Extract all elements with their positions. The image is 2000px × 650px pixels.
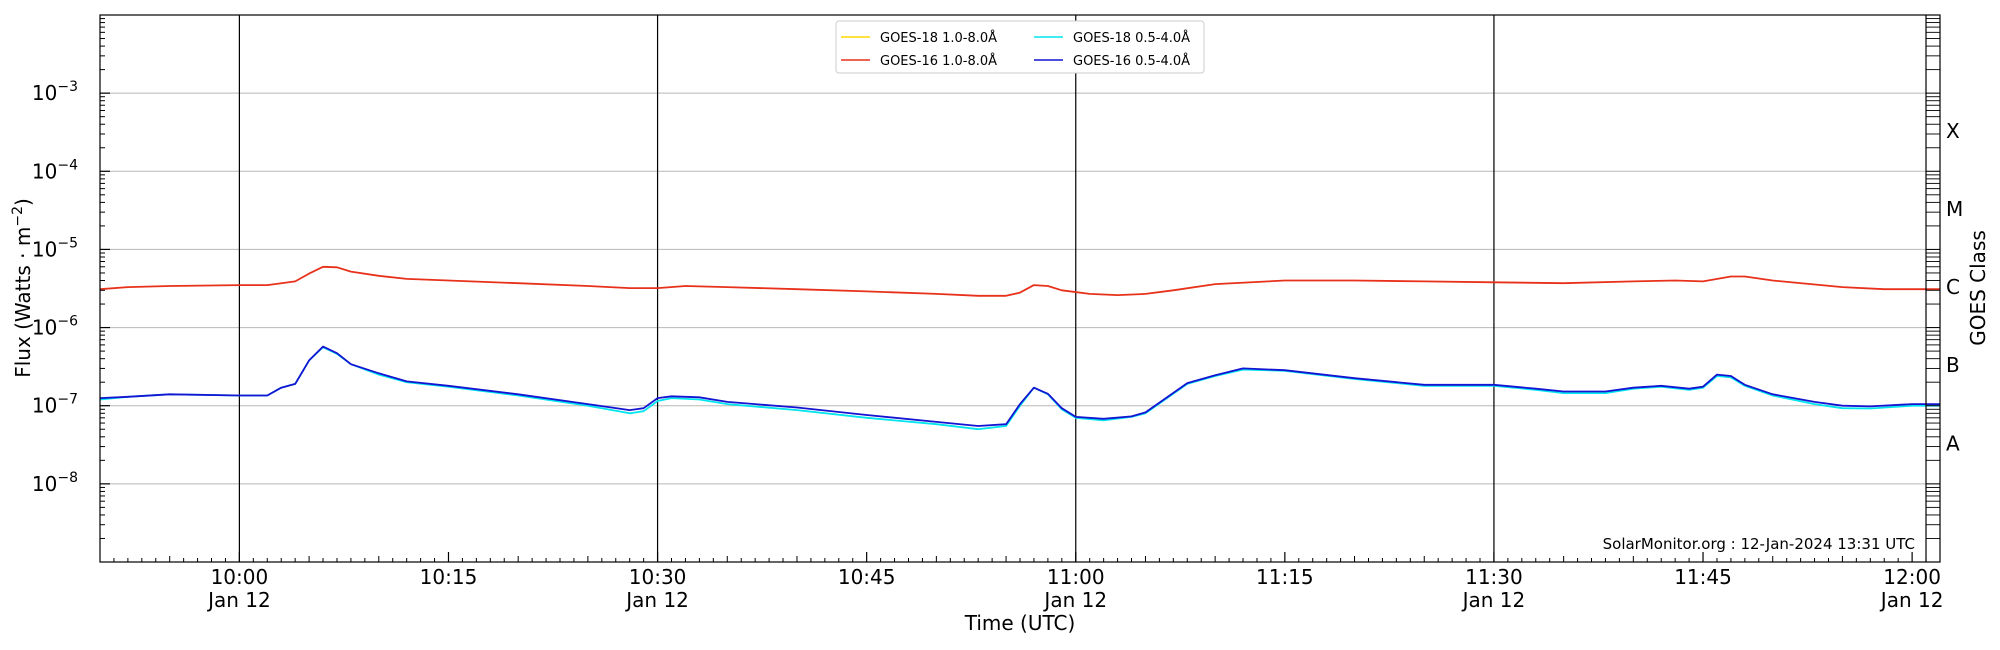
y-tick-label: 10−7 (32, 392, 78, 418)
x-tick-date-label: Jan 12 (624, 588, 689, 612)
y-tick-label: 10−6 (32, 314, 78, 340)
legend-label-goes16-long: GOES-16 1.0-8.0Å (880, 53, 997, 69)
plot-area (100, 15, 1940, 562)
legend-label-goes18-long: GOES-18 1.0-8.0Å (880, 30, 997, 46)
goes-class-label: B (1946, 353, 1960, 377)
x-tick-label: 11:30 (1465, 565, 1523, 589)
axis-ticks (99, 18, 1941, 563)
legend: GOES-18 1.0-8.0Å GOES-16 1.0-8.0Å GOES-1… (835, 20, 1205, 74)
x-tick-label: 11:00 (1047, 565, 1105, 589)
x-tick-date-label: Jan 12 (1879, 588, 1944, 612)
x-tick-label: 12:00 (1883, 565, 1941, 589)
goes-class-label: A (1946, 431, 1960, 455)
day-boundary-lines (238, 15, 1495, 562)
y-axis-title-main: Flux (Watts · m (11, 227, 35, 378)
x-tick-label: 11:15 (1256, 565, 1314, 589)
goes-class-label: M (1946, 197, 1963, 221)
x-axis-title: Time (UTC) (964, 611, 1076, 635)
x-tick-date-label: Jan 12 (206, 588, 271, 612)
series-lines (99, 265, 1940, 431)
credit-text: SolarMonitor.org : 12-Jan-2024 13:31 UTC (1603, 535, 1915, 553)
x-tick-label: 10:30 (629, 565, 687, 589)
x-tick-label: 10:00 (211, 565, 269, 589)
x-tick-label: 10:15 (420, 565, 478, 589)
legend-label-goes18-short: GOES-18 0.5-4.0Å (1073, 30, 1190, 46)
y-tick-label: 10−8 (32, 470, 78, 496)
goes-class-label: C (1946, 275, 1960, 299)
grid-lines (100, 92, 1940, 485)
goes-class-label: X (1946, 119, 1960, 143)
series-line-3 (99, 345, 1940, 427)
x-tick-date-label: Jan 12 (1461, 588, 1526, 612)
x-tick-date-label: Jan 12 (1042, 588, 1107, 612)
legend-box (835, 20, 1205, 74)
y-axis-title-superscript: −2 (10, 206, 26, 227)
goes-class-axis-title: GOES Class (1966, 230, 1990, 346)
y-tick-label: 10−5 (32, 235, 78, 261)
legend-label-goes16-short: GOES-16 0.5-4.0Å (1073, 53, 1190, 69)
y-tick-label: 10−4 (32, 157, 78, 183)
x-tick-label: 11:45 (1674, 565, 1732, 589)
series-line-1 (99, 265, 1940, 297)
y-tick-label: 10−3 (32, 79, 78, 105)
x-tick-label: 10:45 (838, 565, 896, 589)
y-axis-title: Flux (Watts · m−2) (10, 198, 35, 378)
y-axis-title-close: ) (11, 198, 35, 206)
